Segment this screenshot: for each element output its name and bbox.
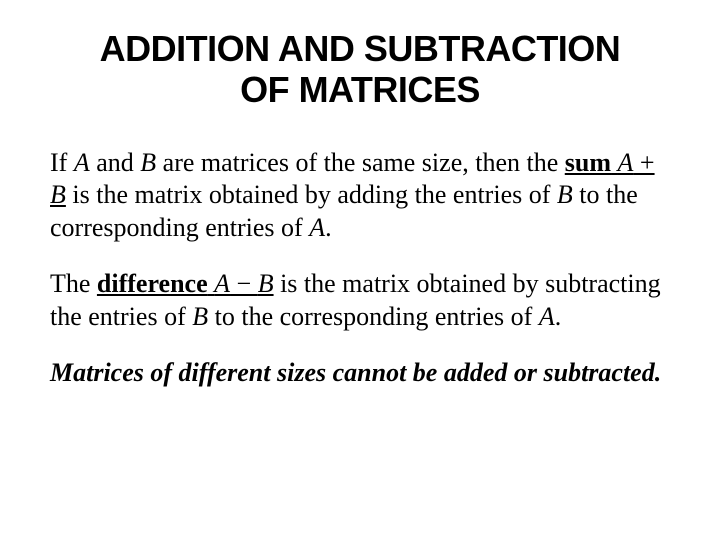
var-B: B: [258, 269, 274, 298]
text: is the matrix obtained by adding the ent…: [66, 180, 557, 209]
title-line-1: ADDITION AND SUBTRACTION: [100, 28, 621, 69]
text: .: [555, 302, 562, 331]
title-line-2: OF MATRICES: [240, 69, 480, 110]
slide-title: ADDITION AND SUBTRACTION OF MATRICES: [50, 28, 670, 111]
note-text: Matrices of different sizes cannot be ad…: [50, 358, 655, 387]
paragraph-note: Matrices of different sizes cannot be ad…: [50, 357, 670, 390]
text: and: [90, 148, 141, 177]
var-B: B: [50, 180, 66, 209]
text: The: [50, 269, 97, 298]
var-B: B: [557, 180, 573, 209]
text: +: [633, 148, 654, 177]
paragraph-sum: If A and B are matrices of the same size…: [50, 147, 670, 245]
var-A: A: [618, 148, 634, 177]
var-B: B: [192, 302, 208, 331]
term-sum: sum: [565, 148, 611, 177]
var-A: A: [539, 302, 555, 331]
text: −: [230, 269, 258, 298]
var-A: A: [74, 148, 90, 177]
text: If: [50, 148, 74, 177]
note-period: .: [655, 358, 662, 387]
paragraph-difference: The difference A − B is the matrix obtai…: [50, 268, 670, 333]
var-A: A: [309, 213, 325, 242]
text: are matrices of the same size, then the: [156, 148, 565, 177]
term-difference: difference: [97, 269, 208, 298]
var-B: B: [140, 148, 156, 177]
text: .: [325, 213, 332, 242]
var-A: A: [214, 269, 230, 298]
text: to the corresponding entries of: [208, 302, 539, 331]
